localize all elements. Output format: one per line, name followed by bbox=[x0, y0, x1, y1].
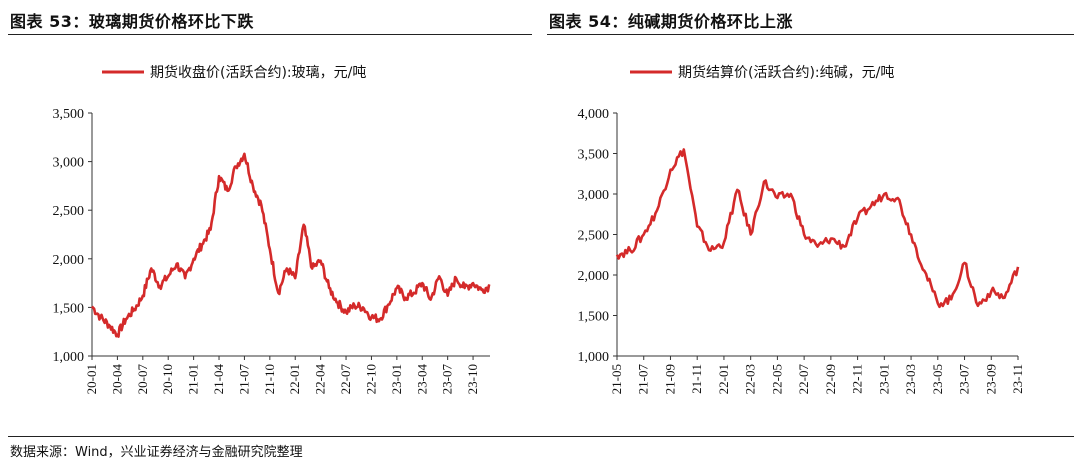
y-tick-label: 2,500 bbox=[53, 204, 85, 219]
legend-label: 期货结算价(活跃合约):纯碱，元/吨 bbox=[678, 64, 894, 81]
x-tick-label: 22-10 bbox=[363, 364, 378, 394]
x-tick-label: 21-07 bbox=[236, 364, 251, 395]
y-tick-label: 3,500 bbox=[578, 148, 610, 163]
glass-price-chart: 1,000 1,500 2,000 2,500 3,000 3,500 20-01 20-04… bbox=[53, 64, 491, 394]
x-tick-label: 21-01 bbox=[186, 364, 201, 394]
x-tick-label: 21-11 bbox=[689, 364, 704, 394]
x-tick-label: 22-09 bbox=[823, 364, 838, 394]
x-tick-label: 23-07 bbox=[957, 364, 972, 395]
x-tick-label: 23-01 bbox=[389, 364, 404, 394]
y-tick-label: 4,000 bbox=[578, 107, 610, 122]
x-tick-label: 20-04 bbox=[109, 364, 124, 395]
x-tick-label: 20-07 bbox=[135, 364, 150, 395]
y-tick-label: 2,000 bbox=[578, 269, 610, 284]
x-tick-label: 23-03 bbox=[903, 364, 918, 394]
soda-ash-price-chart: 1,000 1,500 2,000 2,500 3,000 3,500 4,000 21-05… bbox=[578, 64, 1026, 394]
x-tick-label: 22-01 bbox=[716, 364, 731, 394]
y-tick-label: 1,500 bbox=[578, 310, 610, 325]
x-tick-label: 23-05 bbox=[930, 364, 945, 394]
series-line bbox=[90, 152, 491, 338]
y-tick-label: 2,000 bbox=[53, 253, 85, 268]
y-tick-label: 3,500 bbox=[53, 107, 85, 122]
x-tick-label: 21-09 bbox=[662, 364, 677, 394]
y-tick-label: 1,000 bbox=[578, 350, 610, 365]
x-tick-label: 22-07 bbox=[796, 364, 811, 395]
x-tick-label: 21-04 bbox=[211, 364, 226, 395]
x-tick-label: 23-07 bbox=[440, 364, 455, 395]
x-tick-label: 22-01 bbox=[287, 364, 302, 394]
y-tick-label: 3,000 bbox=[578, 188, 610, 203]
x-tick-label: 22-11 bbox=[850, 364, 865, 394]
y-tick-label: 1,500 bbox=[53, 301, 85, 316]
y-tick-label: 3,000 bbox=[53, 156, 85, 171]
x-tick-label: 20-10 bbox=[160, 364, 175, 394]
x-tick-label: 22-05 bbox=[769, 364, 784, 394]
x-tick-label: 23-04 bbox=[414, 364, 429, 395]
x-tick-label: 23-01 bbox=[876, 364, 891, 394]
bottom-rule bbox=[8, 436, 1074, 437]
x-tick-label: 21-10 bbox=[262, 364, 277, 394]
chart-title-soda-ash: 图表 54：纯碱期货价格环比上涨 bbox=[549, 12, 793, 31]
y-tick-label: 2,500 bbox=[578, 229, 610, 244]
x-tick-label: 22-03 bbox=[743, 364, 758, 394]
legend-label: 期货收盘价(活跃合约):玻璃，元/吨 bbox=[150, 64, 366, 81]
x-tick-label: 21-07 bbox=[636, 364, 651, 395]
x-tick-label: 22-04 bbox=[313, 364, 328, 395]
x-tick-label: 23-10 bbox=[465, 364, 480, 394]
x-tick-label: 20-01 bbox=[84, 364, 99, 394]
data-source-note: 数据来源：Wind，兴业证券经济与金融研究院整理 bbox=[10, 445, 303, 460]
y-tick-label: 1,000 bbox=[53, 350, 85, 365]
chart-title-glass: 图表 53：玻璃期货价格环比下跌 bbox=[10, 12, 254, 31]
x-tick-label: 23-11 bbox=[1010, 364, 1025, 394]
x-tick-label: 22-07 bbox=[338, 364, 353, 395]
title-rule-left bbox=[8, 34, 532, 35]
x-tick-label: 21-05 bbox=[609, 364, 624, 394]
x-tick-label: 23-09 bbox=[983, 364, 998, 394]
series-line bbox=[615, 148, 1020, 309]
title-rule-right bbox=[547, 34, 1074, 35]
